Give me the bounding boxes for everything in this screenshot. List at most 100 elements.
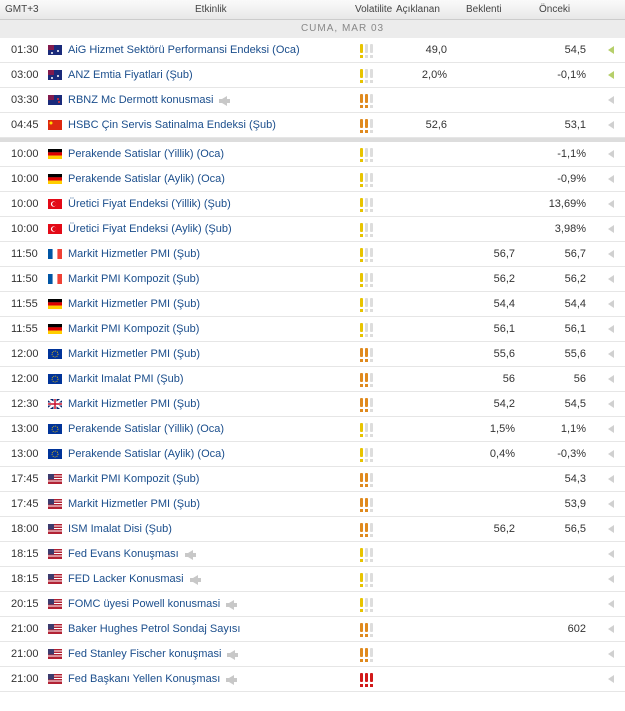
event-time: 21:00 xyxy=(11,673,39,685)
expand-arrow[interactable] xyxy=(608,450,614,458)
volatility-icon xyxy=(360,573,373,587)
event-name: Üretici Fiyat Endeksi (Yillik) (Şub) xyxy=(68,198,231,210)
expand-arrow[interactable] xyxy=(608,46,614,54)
event-name: Baker Hughes Petrol Sondaj Sayısı xyxy=(68,623,241,635)
event-row: 18:15 FED Lacker Konusmasi xyxy=(0,567,625,592)
expand-arrow[interactable] xyxy=(608,150,614,158)
event-row: 04:45 HSBC Çin Servis Satinalma Endeksi (… xyxy=(0,113,625,138)
event-time: 03:30 xyxy=(11,94,39,106)
actual-value: 52,6 xyxy=(425,119,447,131)
event-name: Fed Başkanı Yellen Konuşması xyxy=(68,673,221,685)
expand-arrow[interactable] xyxy=(608,121,614,129)
country-flag xyxy=(48,374,62,384)
event-row: 18:15 Fed Evans Konuşması xyxy=(0,542,625,567)
event-name: Üretici Fiyat Endeksi (Aylik) (Şub) xyxy=(68,223,232,235)
event-row: 01:30 AiG Hizmet Sektörü Performansi Ende… xyxy=(0,38,625,63)
event-name: Perakende Satislar (Aylik) (Oca) xyxy=(68,448,225,460)
expand-arrow[interactable] xyxy=(608,200,614,208)
previous-value: -0,9% xyxy=(557,173,586,185)
event-row: 21:00 Fed Stanley Fischer konuşmasi xyxy=(0,642,625,667)
previous-value: 53,9 xyxy=(564,498,586,510)
forecast-value: 1,5% xyxy=(489,423,515,435)
volatility-icon xyxy=(360,448,373,462)
volatility-icon xyxy=(360,548,373,562)
previous-value: 56,7 xyxy=(564,248,586,260)
expand-arrow[interactable] xyxy=(608,175,614,183)
volatility-icon xyxy=(360,273,373,287)
event-row: 20:15 FOMC üyesi Powell konusmasi xyxy=(0,592,625,617)
expand-arrow[interactable] xyxy=(608,675,614,683)
expand-arrow[interactable] xyxy=(608,325,614,333)
volatility-icon xyxy=(360,498,373,512)
separator xyxy=(0,138,625,142)
event-name: Markit PMI Kompozit (Şub) xyxy=(68,473,200,485)
expand-arrow[interactable] xyxy=(608,500,614,508)
header-time: GMT+3 xyxy=(5,4,39,15)
event-time: 10:00 xyxy=(11,148,39,160)
event-time: 18:15 xyxy=(11,573,39,585)
expand-arrow[interactable] xyxy=(608,600,614,608)
previous-value: 13,69% xyxy=(548,198,586,210)
event-time: 13:00 xyxy=(11,423,39,435)
country-flag xyxy=(48,349,62,359)
expand-arrow[interactable] xyxy=(608,475,614,483)
event-time: 10:00 xyxy=(11,198,39,210)
expand-arrow[interactable] xyxy=(608,400,614,408)
expand-arrow[interactable] xyxy=(608,650,614,658)
event-name: Markit PMI Kompozit (Şub) xyxy=(68,323,200,335)
expand-arrow[interactable] xyxy=(608,225,614,233)
forecast-value: 54,2 xyxy=(493,398,515,410)
event-row: 21:00 Fed Başkanı Yellen Konuşması xyxy=(0,667,625,692)
speech-icon xyxy=(189,575,201,585)
expand-arrow[interactable] xyxy=(608,71,614,79)
volatility-icon xyxy=(360,323,373,337)
event-time: 21:00 xyxy=(11,623,39,635)
event-row: 10:00 Üretici Fiyat Endeksi (Aylik) (Şub)… xyxy=(0,217,625,242)
volatility-icon xyxy=(360,673,373,687)
event-name: Fed Evans Konuşması xyxy=(68,548,179,560)
country-flag xyxy=(48,174,62,184)
event-time: 12:00 xyxy=(11,348,39,360)
actual-value: 49,0 xyxy=(425,44,447,56)
volatility-icon xyxy=(360,69,373,83)
expand-arrow[interactable] xyxy=(608,625,614,633)
event-row: 12:30 Markit Hizmetler PMI (Şub) 54,2 54,5 xyxy=(0,392,625,417)
actual-value: 2,0% xyxy=(421,69,447,81)
expand-arrow[interactable] xyxy=(608,550,614,558)
expand-arrow[interactable] xyxy=(608,575,614,583)
country-flag xyxy=(48,274,62,284)
event-name: AiG Hizmet Sektörü Performansi Endeksi (… xyxy=(68,44,300,56)
event-name: Perakende Satislar (Aylik) (Oca) xyxy=(68,173,225,185)
previous-value: 54,5 xyxy=(564,44,586,56)
expand-arrow[interactable] xyxy=(608,250,614,258)
event-name: ISM Imalat Disi (Şub) xyxy=(68,523,172,535)
country-flag xyxy=(47,398,63,410)
expand-arrow[interactable] xyxy=(608,96,614,104)
expand-arrow[interactable] xyxy=(608,425,614,433)
volatility-icon xyxy=(360,298,373,312)
event-time: 03:00 xyxy=(11,69,39,81)
event-row: 10:00 Perakende Satislar (Aylik) (Oca) -0,… xyxy=(0,167,625,192)
event-time: 21:00 xyxy=(11,648,39,660)
country-flag xyxy=(48,324,62,334)
event-row: 12:00 Markit Hizmetler PMI (Şub) 55,6 55,6 xyxy=(0,342,625,367)
expand-arrow[interactable] xyxy=(608,525,614,533)
event-row: 11:55 Markit PMI Kompozit (Şub) 56,1 56,1 xyxy=(0,317,625,342)
volatility-icon xyxy=(360,398,373,412)
event-row: 11:50 Markit PMI Kompozit (Şub) 56,2 56,2 xyxy=(0,267,625,292)
expand-arrow[interactable] xyxy=(608,275,614,283)
event-name: RBNZ Mc Dermott konusmasi xyxy=(68,94,214,106)
country-flag xyxy=(48,95,62,105)
country-flag xyxy=(48,299,62,309)
event-time: 17:45 xyxy=(11,473,39,485)
event-row: 11:55 Markit Hizmetler PMI (Şub) 54,4 54,4 xyxy=(0,292,625,317)
expand-arrow[interactable] xyxy=(608,350,614,358)
country-flag xyxy=(48,449,62,459)
volatility-icon xyxy=(360,173,373,187)
volatility-icon xyxy=(360,148,373,162)
event-time: 12:30 xyxy=(11,398,39,410)
expand-arrow[interactable] xyxy=(608,300,614,308)
expand-arrow[interactable] xyxy=(608,375,614,383)
event-time: 18:15 xyxy=(11,548,39,560)
header-volatility: Volatilite xyxy=(355,4,393,15)
